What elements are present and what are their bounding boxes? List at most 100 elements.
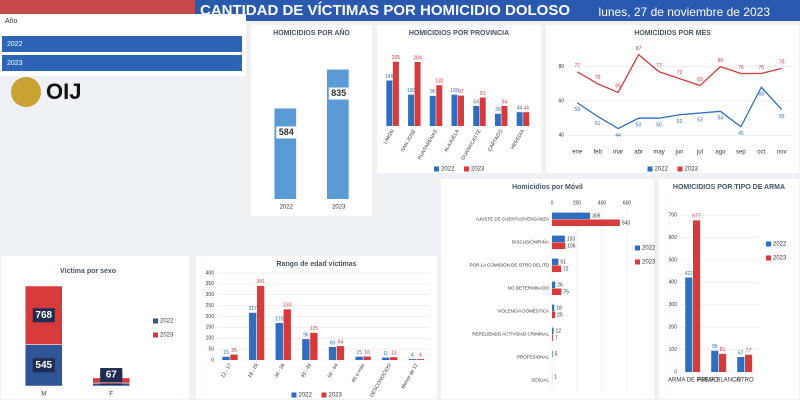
y-tick-label: 300 [206,292,215,298]
y-tick-label: SEXUAL [531,378,549,383]
value-label: 543 [622,220,631,226]
chart-title: HOMICIDIOS POR AÑO [273,28,350,37]
legend-label: 2022 [160,319,174,325]
y-tick-label: 100 [669,347,678,353]
legend-label: 2022 [642,246,656,252]
value-label: 54 [718,116,724,122]
value-label: 44 [523,106,529,112]
bar [328,346,337,360]
value-label: 44 [517,106,523,112]
bar [552,350,553,358]
bar [516,112,523,126]
value-label: 87 [636,46,642,52]
value-label: 68 [759,92,765,98]
bar [363,356,371,360]
legend-swatch [635,245,640,251]
bar [693,220,701,372]
value-label: 100 [407,88,416,94]
bar [685,277,693,372]
value-label: 77 [574,63,580,69]
header-date: lunes, 27 de noviembre de 2023 [599,5,771,19]
legend-swatch [766,255,771,261]
slicer-item[interactable] [2,55,242,71]
value-label: 25 [557,312,563,318]
x-tick-label: sep [736,150,746,156]
y-tick-label: POR LA COMISIÓN DE OTRO DELITO [470,262,550,268]
bar [719,353,727,372]
x-tick-label: 200 [573,200,582,206]
bar [552,327,554,335]
value-label: 305 [592,213,601,219]
bar [408,94,415,126]
y-tick-label: 600 [669,235,678,241]
value-label: 51 [595,121,601,127]
value-label: 73 [677,70,683,76]
bar [390,357,398,360]
value-label: 422 [685,271,694,277]
value-label: 60 [330,340,336,346]
value-label: 65 [615,84,621,90]
bar [473,105,480,126]
x-tick-label: oct [757,150,765,156]
legend-swatch [291,392,297,398]
bar [275,323,283,360]
value-label: 25 [231,348,237,354]
bar [552,334,553,342]
y-tick-label: 250 [206,303,215,309]
value-label: 205 [392,55,401,61]
y-tick-label: PROFESIONAL [517,355,550,360]
bar [552,258,559,266]
bar [552,242,566,250]
bar [501,105,508,126]
value-label: 7 [555,335,558,341]
slicer-item-label[interactable]: 2023 [7,60,23,67]
legend-swatch [434,166,439,172]
legend-swatch [153,332,158,338]
bar [451,94,458,126]
chart-title: HOMICIDIOS POR MES [634,30,711,37]
chart-title: Homicidios por Móvil [512,184,583,191]
label-bg [32,358,55,373]
legend-label: 2022 [655,167,669,173]
value-label: 67 [106,370,118,381]
y-tick-label: 80 [558,64,564,70]
y-tick-label: 60 [558,98,564,104]
chart-title: HOMICIDIOS POR PROVINCIA [409,30,509,37]
y-tick-label: 500 [669,257,678,263]
bar [436,85,443,126]
value-label: 13 [391,351,397,357]
value-label: 145 [385,74,394,80]
value-label: 96 [430,89,436,95]
value-label: 51 [560,259,566,265]
y-tick-label: 400 [206,270,215,276]
value-label: 72 [563,266,569,272]
logo-badge [11,77,41,107]
value-label: 91 [480,91,486,97]
slicer-item[interactable] [2,36,242,52]
y-tick-label: 40 [558,133,564,139]
value-label: 4 [411,352,414,358]
value-label: 55 [779,114,785,120]
value-label: 64 [473,99,479,105]
slicer-item-label[interactable]: 2022 [7,41,23,48]
value-label: 50 [656,123,662,129]
y-tick-label: 300 [669,302,678,308]
value-label: 12 [556,328,562,334]
bar [552,219,620,227]
label-bg [100,368,123,383]
value-label: 125 [310,326,319,332]
bar [326,69,349,200]
value-label: 1 [554,374,557,380]
value-label: 545 [35,360,52,371]
header-accent [0,0,195,14]
value-label: 5 [555,351,558,357]
bar [248,312,257,360]
value-label: 77 [656,63,662,69]
x-tick-label: F [109,392,113,398]
bar [552,288,562,296]
y-tick-label: 100 [206,336,215,342]
value-label: 584 [279,127,294,137]
y-tick-label: 0 [674,369,677,375]
